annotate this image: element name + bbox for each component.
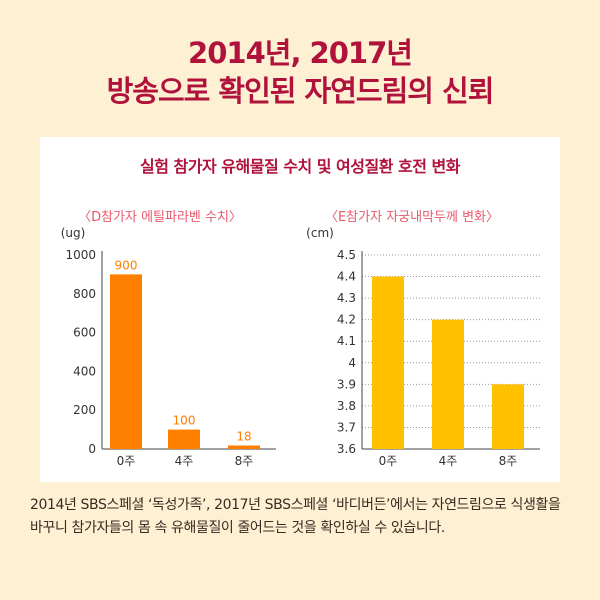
- bar-0: [110, 274, 142, 449]
- data-label: 18: [236, 430, 251, 444]
- description-text: 2014년 SBS스페셜 ‘독성가족’, 2017년 SBS스페셜 ‘바디버든’…: [30, 497, 561, 536]
- bar-0: [372, 276, 404, 449]
- y-unit-label: (ug): [61, 226, 86, 240]
- y-tick-label: 600: [73, 326, 96, 340]
- x-tick-label: 8주: [499, 454, 518, 468]
- y-tick-label: 4.1: [337, 334, 356, 348]
- y-unit-label: (cm): [306, 226, 334, 240]
- chart-subtitle: 〈E참가자 자궁내막두께 변화〉: [325, 210, 499, 225]
- y-tick-label: 800: [73, 287, 96, 301]
- data-label: 900: [115, 258, 138, 272]
- y-tick-label: 400: [73, 364, 96, 378]
- bar-1: [432, 319, 464, 449]
- bar-2: [492, 384, 524, 449]
- x-tick-label: 4주: [439, 454, 458, 468]
- y-tick-label: 3.9: [337, 377, 356, 391]
- y-tick-label: 1000: [65, 248, 96, 262]
- data-label: 100: [173, 414, 196, 428]
- bar-2: [228, 445, 260, 449]
- y-tick-label: 4.4: [337, 270, 356, 284]
- bar-1: [168, 429, 200, 449]
- y-tick-label: 200: [73, 403, 96, 417]
- chart-subtitle: 〈D참가자 에틸파라벤 수치〉: [78, 210, 242, 225]
- x-tick-label: 0주: [379, 454, 398, 468]
- y-tick-label: 4.5: [337, 248, 356, 262]
- y-tick-label: 3.6: [337, 442, 356, 456]
- y-tick-label: 3.8: [337, 399, 356, 413]
- panel-title: 실험 참가자 유해물질 수치 및 여성질환 호전 변화: [140, 157, 460, 176]
- y-tick-label: 0: [88, 442, 96, 456]
- title-line-2: 방송으로 확인된 자연드림의 신뢰: [106, 74, 495, 108]
- y-tick-label: 3.7: [337, 420, 356, 434]
- y-tick-label: 4.3: [337, 291, 356, 305]
- x-tick-label: 0주: [117, 454, 136, 468]
- x-tick-label: 4주: [175, 454, 194, 468]
- y-tick-label: 4: [348, 356, 356, 370]
- y-tick-label: 4.2: [337, 313, 356, 327]
- page-title: 2014년, 2017년 방송으로 확인된 자연드림의 신뢰: [0, 34, 600, 110]
- charts-canvas: 〈D참가자 에틸파라벤 수치〉(ug) 1000 800 600 400 200 0 0주 90…: [61, 210, 540, 468]
- title-line-1: 2014년, 2017년: [188, 36, 413, 70]
- x-tick-label: 8주: [235, 454, 254, 468]
- chart-panel: 실험 참가자 유해물질 수치 및 여성질환 호전 변화 〈D참가자 에틸파라벤 …: [40, 137, 560, 482]
